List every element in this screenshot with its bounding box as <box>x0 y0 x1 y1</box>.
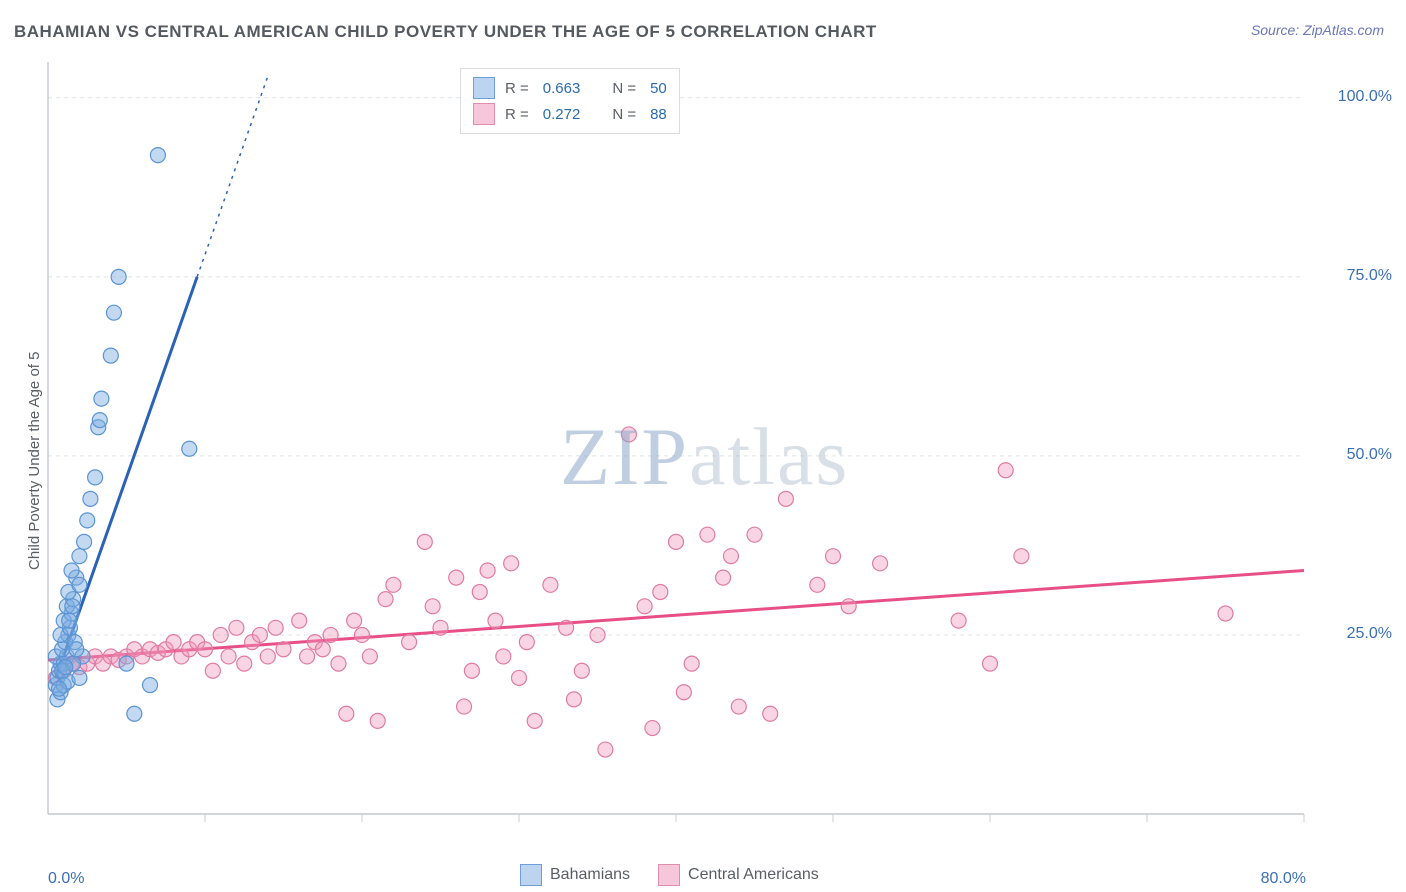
correlation-legend: R = 0.663 N = 50 R = 0.272 N = 88 <box>460 68 680 134</box>
scatter-chart <box>0 0 1406 892</box>
n-label-1: N = <box>612 80 636 97</box>
r-value-1: 0.663 <box>543 80 581 97</box>
n-value-2: 88 <box>650 106 667 123</box>
legend-row-central-americans: R = 0.272 N = 88 <box>473 101 667 127</box>
legend-row-bahamians: R = 0.663 N = 50 <box>473 75 667 101</box>
swatch-bahamians-bottom <box>520 864 542 886</box>
legend-item-central-americans: Central Americans <box>658 864 819 886</box>
series-legend: Bahamians Central Americans <box>520 864 819 886</box>
r-label-2: R = <box>505 106 529 123</box>
y-tick-label: 50.0% <box>1347 446 1392 464</box>
r-value-2: 0.272 <box>543 106 581 123</box>
swatch-central-americans-bottom <box>658 864 680 886</box>
swatch-central-americans <box>473 103 495 125</box>
swatch-bahamians <box>473 77 495 99</box>
legend-item-bahamians: Bahamians <box>520 864 630 886</box>
x-axis-min-label: 0.0% <box>48 870 84 888</box>
n-label-2: N = <box>612 106 636 123</box>
x-axis-max-label: 80.0% <box>1261 870 1306 888</box>
y-tick-label: 100.0% <box>1338 88 1392 106</box>
y-tick-label: 75.0% <box>1347 267 1392 285</box>
legend-label-central-americans: Central Americans <box>688 866 819 884</box>
y-tick-label: 25.0% <box>1347 625 1392 643</box>
legend-label-bahamians: Bahamians <box>550 866 630 884</box>
n-value-1: 50 <box>650 80 667 97</box>
r-label-1: R = <box>505 80 529 97</box>
